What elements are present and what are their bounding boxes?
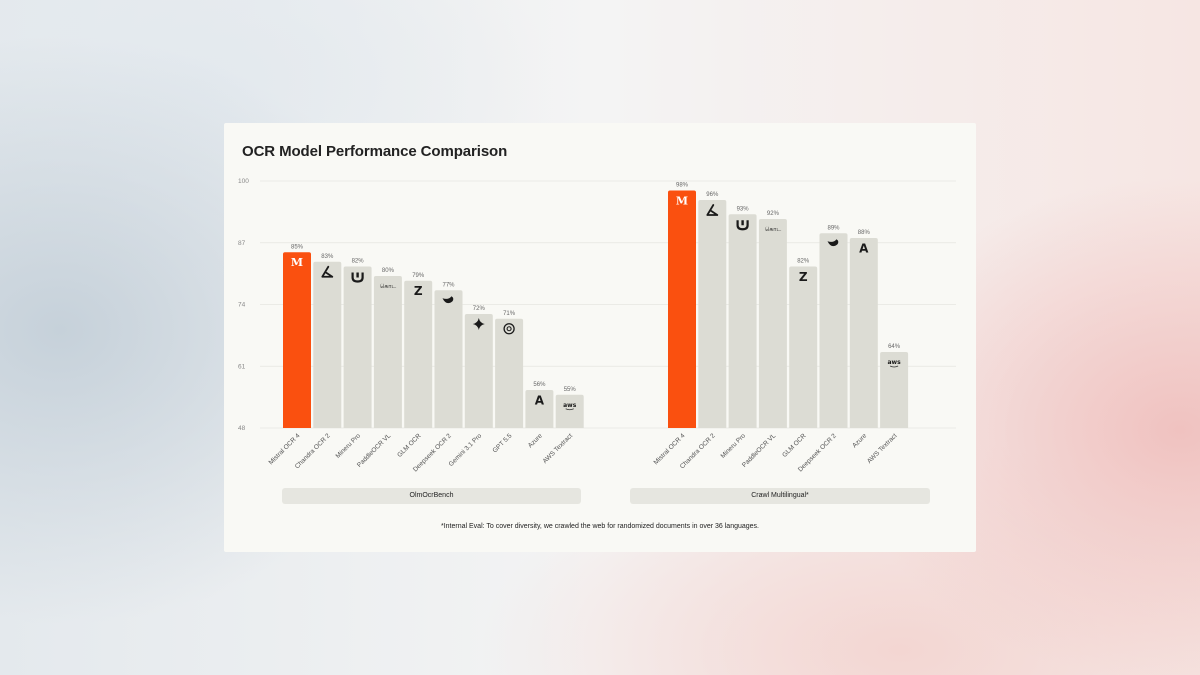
data-label: 82% xyxy=(797,259,810,265)
data-label: 96% xyxy=(706,192,719,198)
x-tick-label: Mistral OCR 4 xyxy=(268,432,302,466)
x-tick-label: Mistral OCR 4 xyxy=(653,432,687,466)
openai-icon xyxy=(503,323,515,335)
mistral-icon: M xyxy=(291,256,303,269)
data-label: 80% xyxy=(382,268,395,274)
data-label: 98% xyxy=(676,183,689,189)
aws-icon: aws xyxy=(563,402,577,411)
data-label: 88% xyxy=(858,230,871,236)
deepseek-icon xyxy=(827,239,839,247)
svg-text:கொட: கொட xyxy=(380,283,397,290)
svg-text:Z: Z xyxy=(799,270,808,284)
y-tick-label: 74 xyxy=(238,302,246,309)
mineru-icon xyxy=(736,220,749,231)
y-tick-label: 61 xyxy=(238,363,246,370)
glm-icon: Z xyxy=(799,270,808,284)
data-label: 83% xyxy=(321,254,334,260)
mistral-icon: M xyxy=(676,194,688,207)
y-tick-label: 48 xyxy=(238,425,246,432)
svg-text:aws: aws xyxy=(563,402,577,409)
x-tick-label: GPT 5.5 xyxy=(492,432,514,454)
bar-chandra-ocr-2 xyxy=(698,200,727,428)
bar-mineru-pro xyxy=(728,214,757,428)
bar-mineru-pro xyxy=(343,266,372,428)
data-label: 82% xyxy=(352,259,365,265)
data-label: 79% xyxy=(412,273,425,279)
data-label: 92% xyxy=(767,211,780,217)
svg-text:A: A xyxy=(535,393,545,407)
deepseek-icon xyxy=(442,296,454,304)
y-tick-label: 87 xyxy=(238,240,246,247)
svg-text:aws: aws xyxy=(888,359,902,366)
bar-mistral-ocr-4 xyxy=(283,252,311,428)
x-tick-label: Gemini 3.1 Pro xyxy=(448,432,484,468)
bar-paddleocr-vl xyxy=(373,276,402,428)
svg-text:Z: Z xyxy=(414,284,423,298)
data-label: 71% xyxy=(503,311,516,317)
x-tick-label: AWS Textract xyxy=(542,432,575,465)
gemini-icon xyxy=(472,318,485,330)
x-tick-label: Mineru Pro xyxy=(720,432,748,460)
data-label: 77% xyxy=(442,282,455,288)
x-tick-label: Azure xyxy=(527,432,544,449)
x-tick-label: Mineru Pro xyxy=(335,432,363,460)
bar-mistral-ocr-4 xyxy=(668,190,696,428)
paddle-icon: கொட xyxy=(380,283,397,290)
mineru-icon xyxy=(351,272,364,283)
data-label: 56% xyxy=(533,382,546,388)
bar-azure xyxy=(849,238,878,428)
azure-icon: A xyxy=(859,241,869,255)
bar-gemini-3-1-pro xyxy=(464,314,493,428)
chart-title: OCR Model Performance Comparison xyxy=(242,143,508,160)
svg-text:கொட: கொட xyxy=(765,226,782,233)
x-tick-label: GLM OCR xyxy=(396,432,423,459)
data-label: 55% xyxy=(564,387,577,393)
svg-text:A: A xyxy=(859,241,869,255)
svg-text:M: M xyxy=(676,194,688,207)
data-label: 85% xyxy=(291,244,304,250)
chart-card: OCR Model Performance Comparison 100 87 74… xyxy=(224,123,976,552)
bar-chandra-ocr-2 xyxy=(313,261,342,428)
aws-icon: aws xyxy=(888,359,902,368)
bar-paddleocr-vl xyxy=(758,219,787,428)
chandra-icon xyxy=(321,265,334,278)
chandra-icon xyxy=(706,204,719,216)
group-label-olmocrbench: OlmOcrBench xyxy=(282,488,581,504)
bar-glm-ocr xyxy=(789,266,818,428)
group-label-crawl-multilingual: Crawl Multilingual* xyxy=(630,488,930,504)
bar-gpt-5-5 xyxy=(495,318,524,428)
x-tick-label: AWS Textract xyxy=(866,432,899,465)
x-tick-label: GLM OCR xyxy=(781,432,808,459)
data-label: 72% xyxy=(473,306,486,312)
paddle-icon: கொட xyxy=(765,226,782,233)
svg-text:M: M xyxy=(291,256,303,269)
glm-icon: Z xyxy=(414,284,423,298)
data-label: 89% xyxy=(827,225,840,231)
bar-glm-ocr xyxy=(404,280,433,428)
data-label: 93% xyxy=(737,206,750,212)
data-label: 64% xyxy=(888,344,901,350)
azure-icon: A xyxy=(535,393,545,407)
bar-azure xyxy=(525,390,554,428)
x-tick-label: Azure xyxy=(851,432,868,449)
bar-aws-textract xyxy=(555,394,584,428)
bar-aws-textract xyxy=(880,352,909,428)
bar-deepseek-ocr-2 xyxy=(434,290,463,428)
y-tick-label: 100 xyxy=(238,178,249,185)
bar-deepseek-ocr-2 xyxy=(819,233,848,428)
footnote: *Internal Eval: To cover diversity, we c… xyxy=(440,523,760,530)
